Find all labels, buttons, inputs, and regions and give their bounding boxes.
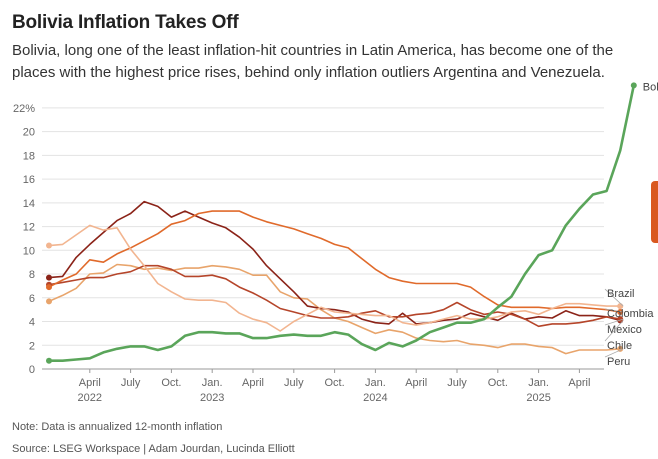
y-tick-label: 10 <box>23 245 35 257</box>
x-tick-label: July <box>447 377 467 389</box>
x-tick-label: Jan. <box>528 377 549 389</box>
series-line-brazil <box>48 224 622 332</box>
gridlines <box>42 107 604 370</box>
series-label-mexico: Mexico <box>607 324 642 336</box>
y-tick-label: 4 <box>29 317 35 329</box>
series-label-leader-mexico <box>604 318 624 326</box>
series-start-dot-peru <box>46 298 52 305</box>
x-tick-label: April <box>242 377 264 389</box>
x-tick-label: April <box>405 377 427 389</box>
x-tick-label: July <box>284 377 304 389</box>
x-tick-label: Oct. <box>161 377 181 389</box>
chart-subtitle: Bolivia, long one of the least inflation… <box>12 42 614 81</box>
x-tick-label: July <box>121 377 141 389</box>
y-tick-label: 18 <box>23 150 35 162</box>
y-tick-label: 0 <box>29 364 35 376</box>
chart-note: Note: Data is annualized 12-month inflat… <box>12 421 223 433</box>
y-tick-label: 22% <box>13 103 35 115</box>
series-line-bolivia <box>47 84 636 363</box>
series-labels: Bolivia Brazil Colombia Mexico Chile Peru <box>604 81 658 368</box>
series-label-peru: Peru <box>607 356 630 368</box>
series-start-dot-bolivia <box>46 357 52 364</box>
chart-title: Bolivia Inflation Takes Off <box>12 12 239 33</box>
series-label-chile: Chile <box>607 340 632 352</box>
series-lines <box>46 82 637 364</box>
x-tick-year-label: 2023 <box>200 392 224 404</box>
series-end-dot-bolivia <box>630 82 637 89</box>
y-tick-label: 14 <box>23 198 35 210</box>
x-tick-label: Jan. <box>365 377 386 389</box>
y-tick-label: 8 <box>29 269 35 281</box>
x-tick-label: Oct. <box>325 377 345 389</box>
y-tick-label: 16 <box>23 174 35 186</box>
series-line-colombia <box>48 210 622 313</box>
series-label-leader-brazil <box>604 288 624 307</box>
x-tick-year-label: 2022 <box>78 392 102 404</box>
x-tick-label: Jan. <box>202 377 223 389</box>
x-tick-label: April <box>568 377 590 389</box>
series-label-brazil: Brazil <box>607 288 635 300</box>
y-tick-label: 6 <box>29 293 35 305</box>
x-tick-year-label: 2025 <box>526 392 550 404</box>
series-label-colombia: Colombia <box>607 308 654 320</box>
y-tick-label: 2 <box>29 340 35 352</box>
series-start-dot-chile <box>46 274 52 281</box>
side-tab[interactable] <box>651 181 658 243</box>
chart-source: Source: LSEG Workspace | Adam Jourdan, L… <box>12 443 295 455</box>
series-end-dot-peru <box>617 345 624 352</box>
series-start-dot-brazil <box>46 242 52 249</box>
series-end-dot-colombia <box>617 309 624 316</box>
x-tick-label: April <box>79 377 101 389</box>
series-label-leader-chile <box>604 320 624 342</box>
series-start-dot-colombia <box>46 284 52 291</box>
axes: 0 2 4 6 8 10 12 14 16 18 20 22% April 2022 July Oct. Jan… <box>13 103 590 404</box>
series-label-leader-peru <box>604 348 624 358</box>
y-tick-label: 12 <box>23 222 35 234</box>
x-tick-year-label: 2024 <box>363 392 387 404</box>
series-label-leader-colombia <box>604 308 624 313</box>
x-tick-label: Oct. <box>488 377 508 389</box>
y-tick-label: 20 <box>23 127 35 139</box>
series-label-bolivia: Bolivia <box>643 81 658 93</box>
